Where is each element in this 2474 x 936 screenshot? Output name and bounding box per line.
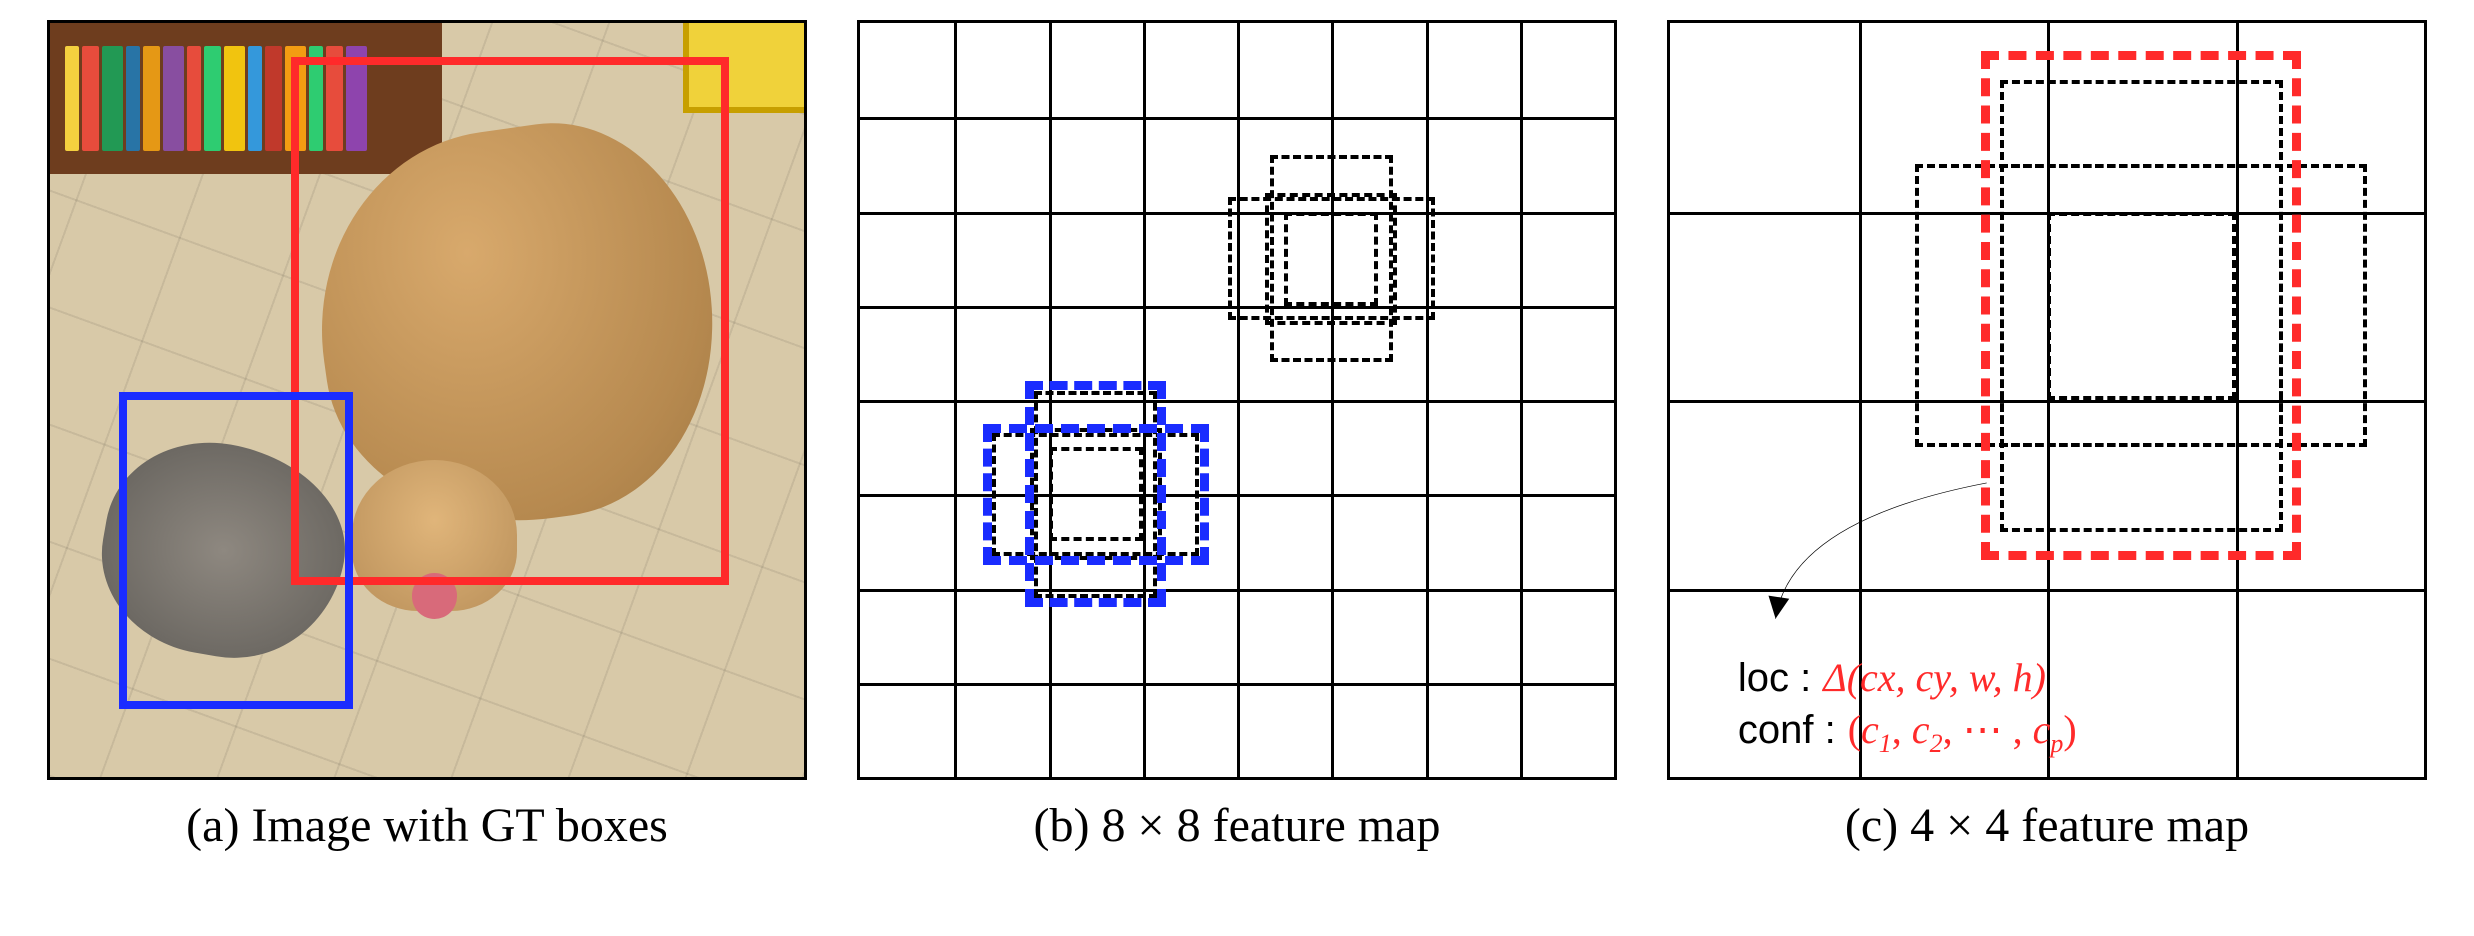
panel-b: (b) 8 × 8 feature map bbox=[857, 20, 1617, 853]
book bbox=[126, 46, 140, 152]
conf-label: conf : bbox=[1738, 704, 1836, 756]
default-box bbox=[1981, 51, 2301, 560]
gt-box-dog bbox=[291, 57, 728, 585]
book bbox=[204, 46, 221, 152]
panel-a: (a) Image with GT boxes bbox=[47, 20, 807, 853]
panel-c-grid: loc : Δ(cx, cy, w, h) conf : (c1, c2, ⋯ … bbox=[1667, 20, 2427, 780]
book bbox=[82, 46, 99, 152]
caption-c: (c) 4 × 4 feature map bbox=[1845, 798, 2249, 853]
conf-row: conf : (c1, c2, ⋯ , cp) bbox=[1738, 704, 2077, 761]
loc-row: loc : Δ(cx, cy, w, h) bbox=[1738, 652, 2077, 704]
grid-vline bbox=[954, 23, 957, 777]
loc-value: Δ(cx, cy, w, h) bbox=[1823, 652, 2046, 704]
grid-hline bbox=[860, 400, 1614, 403]
arrow-curve bbox=[1776, 483, 1987, 619]
ssd-figure: (a) Image with GT boxes (b) 8 × 8 featur… bbox=[47, 20, 2427, 853]
gt-box-cat bbox=[119, 392, 353, 709]
caption-b: (b) 8 × 8 feature map bbox=[1034, 798, 1441, 853]
grid-hline bbox=[860, 494, 1614, 497]
default-box bbox=[1025, 381, 1166, 607]
book bbox=[265, 46, 282, 152]
math-overlay: loc : Δ(cx, cy, w, h) conf : (c1, c2, ⋯ … bbox=[1738, 652, 2077, 761]
loc-label: loc : bbox=[1738, 652, 1811, 704]
book bbox=[248, 46, 262, 152]
book bbox=[163, 46, 184, 152]
grid-hline bbox=[860, 117, 1614, 120]
book bbox=[224, 46, 245, 152]
grid-hline bbox=[860, 589, 1614, 592]
grid-vline bbox=[1331, 23, 1334, 777]
book bbox=[102, 46, 123, 152]
grid-lines-8x8 bbox=[860, 23, 1614, 777]
book bbox=[187, 46, 201, 152]
panel-c: loc : Δ(cx, cy, w, h) conf : (c1, c2, ⋯ … bbox=[1667, 20, 2427, 853]
default-box bbox=[1270, 155, 1393, 362]
book bbox=[65, 46, 79, 152]
grid-hline bbox=[860, 683, 1614, 686]
grid-vline bbox=[1520, 23, 1523, 777]
caption-a: (a) Image with GT boxes bbox=[186, 798, 668, 853]
panel-a-image bbox=[47, 20, 807, 780]
conf-value: (c1, c2, ⋯ , cp) bbox=[1848, 704, 2077, 761]
arrow-head bbox=[1768, 596, 1789, 619]
grid-hline bbox=[1670, 589, 2424, 592]
grid-vline bbox=[1237, 23, 1240, 777]
panel-b-grid bbox=[857, 20, 1617, 780]
book bbox=[143, 46, 160, 152]
grid-vline bbox=[1426, 23, 1429, 777]
